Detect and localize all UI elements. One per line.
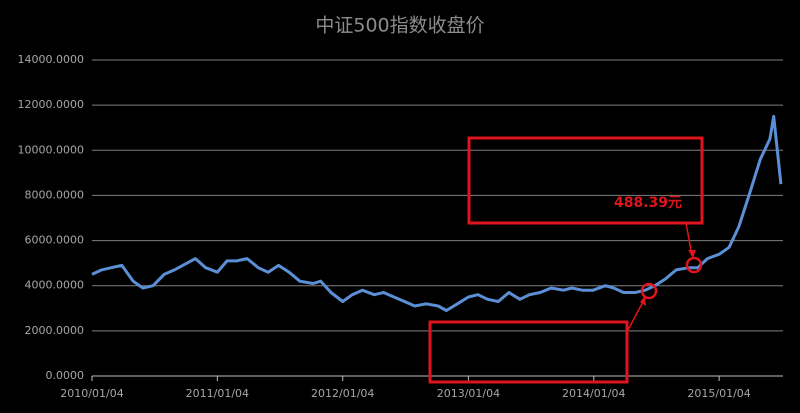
x-tick-label: 2015/01/04 (687, 387, 750, 400)
annotation: 488.39元 (614, 195, 682, 211)
arrow-head (688, 250, 696, 258)
highlight-circle (685, 256, 703, 274)
plot-area: 0.0000 2000.0000 4000.0000 6000.0000 8000.00… (18, 53, 783, 400)
y-tick-label: 10000.0000 (18, 143, 84, 156)
y-tick-label: 6000.0000 (25, 234, 85, 247)
x-tick-label: 2010/01/04 (60, 387, 123, 400)
highlight-circle (640, 282, 658, 300)
y-tick-label: 8000.0000 (25, 188, 85, 201)
y-tick-label: 2000.0000 (25, 324, 85, 337)
x-tick-label: 2014/01/04 (562, 387, 625, 400)
y-tick-label: 14000.0000 (18, 53, 84, 66)
chart-title: 中证500指数收盘价 (315, 15, 484, 37)
y-tick-label: 0.0000 (46, 369, 85, 382)
x-tick-label: 2012/01/04 (311, 387, 374, 400)
y-tick-label: 12000.0000 (18, 98, 84, 111)
series-line (91, 114, 783, 312)
x-tick-label: 2011/01/04 (186, 387, 249, 400)
arrow-head (640, 296, 646, 306)
arrow (626, 297, 646, 333)
highlight-box (428, 320, 629, 384)
y-tick-label: 4000.0000 (25, 279, 85, 292)
highlight-box (467, 136, 704, 225)
x-tick-label: 2013/01/04 (437, 387, 500, 400)
